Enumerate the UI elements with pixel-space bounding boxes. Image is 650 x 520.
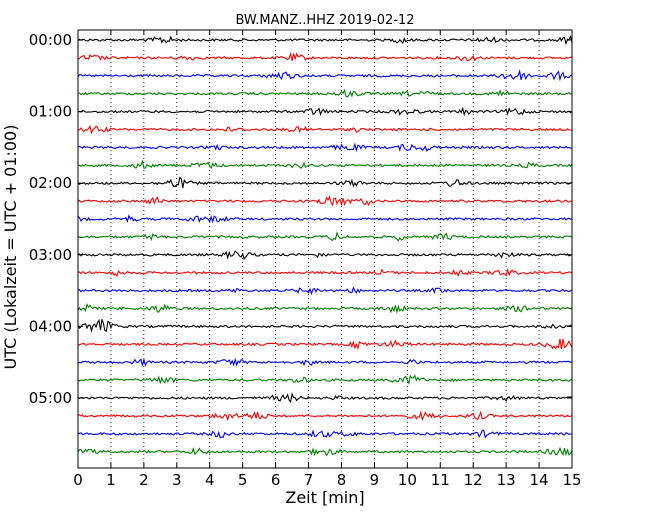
trace-layer <box>77 34 573 457</box>
x-tick-label: 8 <box>337 471 347 489</box>
x-tick-label: 14 <box>530 471 549 489</box>
y-tick-label: 02:00 <box>29 174 72 192</box>
x-ticks: 0 1 2 3 4 5 6 7 8 9 10 11 12 13 14 15 <box>73 30 582 489</box>
trace-0330 <box>77 286 573 296</box>
trace-0130 <box>77 142 573 153</box>
x-tick-label: 11 <box>431 471 450 489</box>
trace-0045 <box>77 88 573 98</box>
x-tick-label: 1 <box>106 471 116 489</box>
x-tick-label: 4 <box>205 471 215 489</box>
x-tick-label: 6 <box>271 471 281 489</box>
x-tick-label: 3 <box>172 471 182 489</box>
trace-0545 <box>77 446 573 457</box>
x-tick-label: 9 <box>370 471 380 489</box>
trace-0230 <box>77 214 573 224</box>
y-tick-label: 03:00 <box>29 246 72 264</box>
trace-0300 <box>77 250 573 261</box>
y-ticks: 00:00 01:00 02:00 03:00 04:00 05:00 <box>29 31 572 407</box>
trace-0145 <box>78 159 573 170</box>
trace-0530 <box>77 429 572 439</box>
x-axis-label: Zeit [min] <box>285 488 364 507</box>
x-tick-label: 12 <box>464 471 483 489</box>
x-tick-label: 10 <box>398 471 417 489</box>
trace-0015 <box>77 51 573 62</box>
trace-0100 <box>77 106 573 117</box>
x-tick-label: 5 <box>238 471 248 489</box>
trace-0315 <box>77 268 573 278</box>
trace-0445 <box>77 374 573 385</box>
trace-0115 <box>77 124 573 135</box>
trace-0400 <box>77 318 573 333</box>
trace-0200 <box>77 176 573 189</box>
trace-0515 <box>77 410 573 422</box>
x-tick-label: 15 <box>562 471 581 489</box>
trace-0415 <box>77 338 573 351</box>
y-tick-label: 05:00 <box>29 389 72 407</box>
trace-0030 <box>77 69 573 82</box>
plot-frame <box>77 29 573 469</box>
trace-0430 <box>77 357 573 367</box>
trace-0000 <box>77 34 573 46</box>
x-tick-label: 13 <box>497 471 516 489</box>
x-tick-label: 7 <box>304 471 314 489</box>
y-axis-label: UTC (Lokalzeit = UTC + 01:00) <box>1 125 20 370</box>
trace-0345 <box>77 303 573 314</box>
y-tick-label: 00:00 <box>29 31 72 49</box>
trace-0215 <box>77 195 573 207</box>
y-tick-label: 01:00 <box>29 103 72 121</box>
x-tick-label: 2 <box>139 471 149 489</box>
y-tick-label: 04:00 <box>29 317 72 335</box>
chart-title: BW.MANZ..HHZ 2019-02-12 <box>235 13 414 28</box>
trace-0500 <box>77 392 573 403</box>
trace-0245 <box>77 231 573 242</box>
x-tick-label: 0 <box>73 471 83 489</box>
